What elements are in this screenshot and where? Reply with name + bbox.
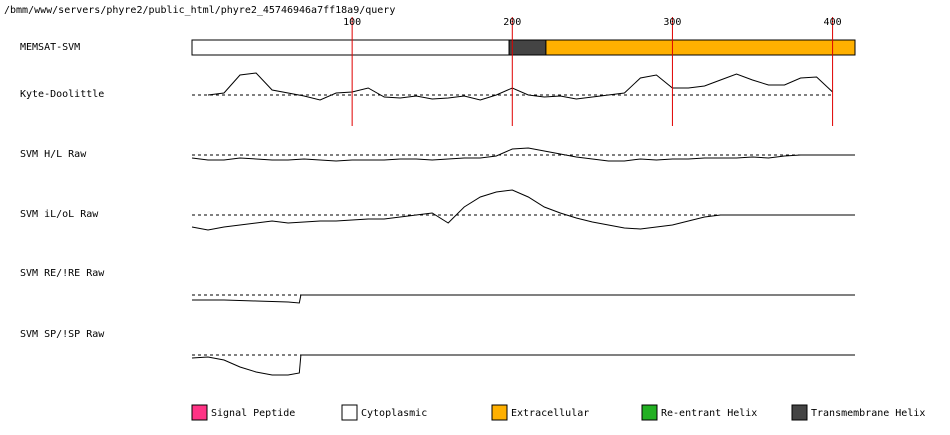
topology-segment [508,39,547,56]
legend-label: Extracellular [511,408,589,419]
legend-swatch [341,404,358,421]
chart-title: /bmm/www/servers/phyre2/public_html/phyr… [4,5,395,16]
legend-label: Re-entrant Helix [661,408,757,419]
legend-swatch [641,404,658,421]
x-tick-label: 300 [663,17,681,28]
track-line [191,147,855,162]
x-tick-label: 400 [824,17,842,28]
track-line [207,72,833,101]
track-label: SVM RE/!RE Raw [20,268,105,279]
track-line [191,189,855,231]
x-tick-label: 100 [343,17,361,28]
track-label: SVM iL/oL Raw [20,209,99,220]
legend-label: Signal Peptide [211,408,295,419]
track-label: Kyte-Doolittle [20,89,104,100]
legend-label: Transmembrane Helix [811,408,925,419]
topology-segment [545,39,856,56]
x-tick-label: 200 [503,17,521,28]
track-label: MEMSAT-SVM [20,42,80,53]
legend-swatch [791,404,808,421]
legend-label: Cytoplasmic [361,408,427,419]
track-label: SVM SP/!SP Raw [20,329,105,340]
track-label: SVM H/L Raw [20,149,87,160]
topology-segment [191,39,510,56]
track-line [192,294,855,304]
legend-swatch [191,404,208,421]
track-line [191,354,855,376]
legend-swatch [491,404,508,421]
